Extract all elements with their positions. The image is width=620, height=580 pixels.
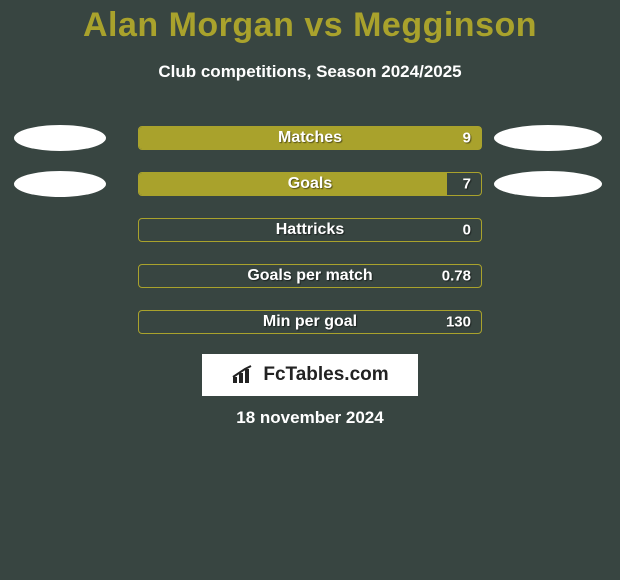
stat-label: Matches bbox=[139, 129, 481, 147]
stat-label: Goals bbox=[139, 175, 481, 193]
page-title: Alan Morgan vs Megginson bbox=[0, 6, 620, 45]
vs-label: vs bbox=[304, 6, 343, 44]
chart-icon bbox=[231, 365, 257, 385]
logo-text: FcTables.com bbox=[263, 364, 388, 386]
player2-marker bbox=[494, 171, 602, 197]
stat-label: Hattricks bbox=[139, 221, 481, 239]
player1-name: Alan Morgan bbox=[83, 6, 294, 44]
stat-value: 0.78 bbox=[442, 268, 471, 285]
stat-bars: Matches9Goals7Hattricks0Goals per match0… bbox=[138, 126, 482, 356]
stat-label: Min per goal bbox=[139, 313, 481, 331]
player2-marker bbox=[494, 125, 602, 151]
stat-value: 0 bbox=[463, 222, 471, 239]
subtitle: Club competitions, Season 2024/2025 bbox=[0, 62, 620, 82]
stat-bar: Matches9 bbox=[138, 126, 482, 150]
stat-bar: Hattricks0 bbox=[138, 218, 482, 242]
stat-value: 130 bbox=[446, 314, 471, 331]
player2-name: Megginson bbox=[353, 6, 537, 44]
player1-marker bbox=[14, 125, 106, 151]
player1-marker bbox=[14, 171, 106, 197]
stat-value: 9 bbox=[463, 130, 471, 147]
stat-label: Goals per match bbox=[139, 267, 481, 285]
stat-bar: Goals7 bbox=[138, 172, 482, 196]
date-label: 18 november 2024 bbox=[0, 408, 620, 428]
comparison-card: Alan Morgan vs Megginson Club competitio… bbox=[0, 0, 620, 580]
stat-bar: Goals per match0.78 bbox=[138, 264, 482, 288]
stat-bar: Min per goal130 bbox=[138, 310, 482, 334]
logo-box[interactable]: FcTables.com bbox=[202, 354, 418, 396]
stat-value: 7 bbox=[463, 176, 471, 193]
